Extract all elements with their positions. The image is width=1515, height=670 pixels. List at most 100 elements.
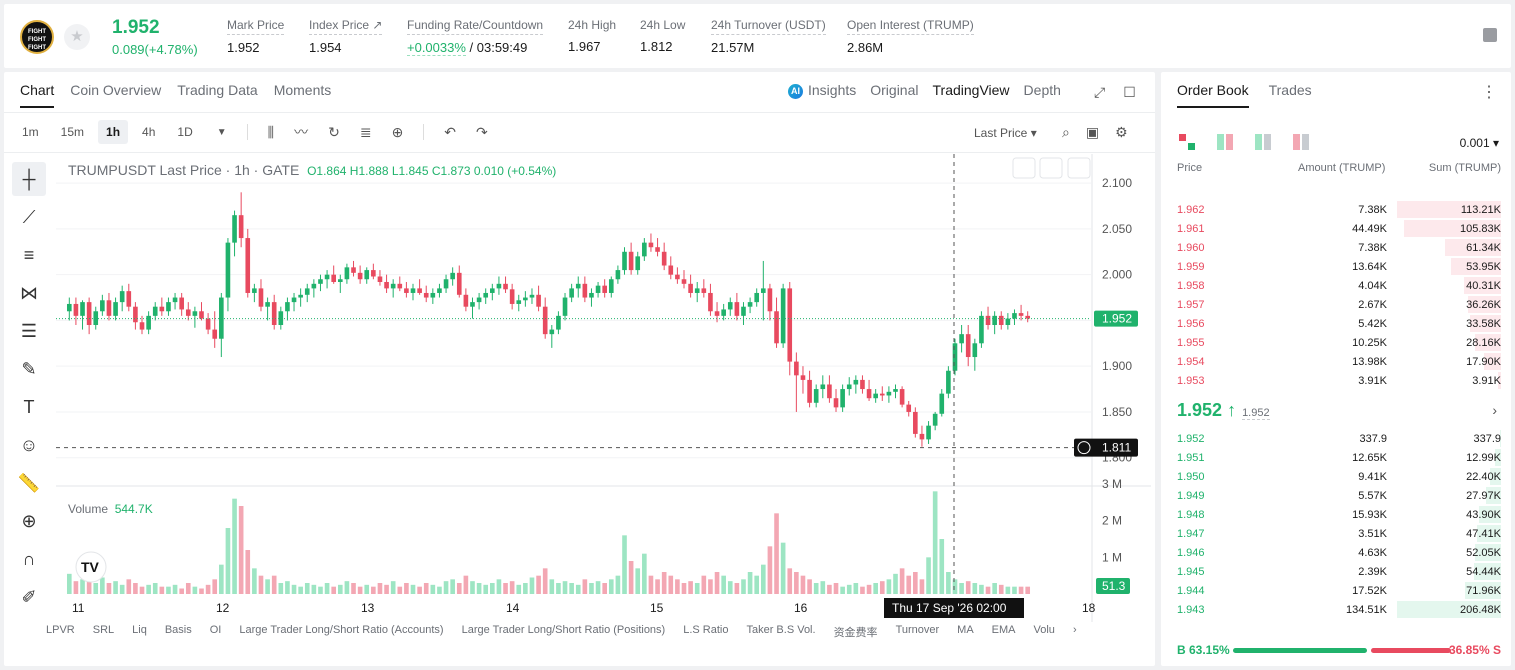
emoji-icon[interactable]: ☺ — [19, 435, 39, 455]
search-icon[interactable]: ⌕ — [1062, 124, 1070, 140]
window-icon[interactable]: ☐ — [1123, 84, 1136, 100]
ruler-icon[interactable]: 📏 — [17, 473, 41, 493]
ask-row[interactable]: 1.955 10.25K 28.16K — [1161, 333, 1511, 352]
chevron-right-icon[interactable]: › — [1492, 402, 1497, 418]
brush-icon[interactable]: ✎ — [21, 359, 37, 379]
pencil-icon[interactable]: ✐ — [21, 587, 37, 607]
camera-icon[interactable]: ▣ — [1085, 124, 1100, 140]
bid-row[interactable]: 1.951 12.65K 12.99K — [1161, 448, 1511, 467]
ask-row[interactable]: 1.954 13.98K 17.90K — [1161, 352, 1511, 371]
bid-row[interactable]: 1.946 4.63K 52.05K — [1161, 543, 1511, 562]
horizontal-lines-icon[interactable]: ≡ — [23, 245, 35, 265]
ind-oi[interactable]: OI — [209, 624, 222, 636]
tf-1h[interactable]: 1h — [98, 120, 129, 144]
precision-select[interactable]: 0.001 ▾ — [1459, 136, 1499, 150]
tf-1m[interactable]: 1m — [22, 125, 39, 139]
redo-icon[interactable]: ↷ — [476, 123, 488, 140]
ind-ema[interactable]: EMA — [991, 624, 1016, 636]
candle-body — [879, 393, 885, 396]
indicators-icon[interactable]: 〰 — [294, 124, 309, 140]
ind-ma[interactable]: MA — [957, 624, 974, 636]
candle-type-icon[interactable]: ⫼ — [267, 123, 275, 140]
zoom-in-icon[interactable]: ⊕ — [21, 511, 37, 531]
template-icon[interactable]: ≣ — [359, 123, 372, 140]
volume-bar — [278, 583, 284, 594]
pattern-icon[interactable]: ⋈ — [20, 283, 38, 303]
depth-bar — [1494, 449, 1501, 466]
ind-taker-vol[interactable]: Taker B.S Vol. — [746, 624, 816, 636]
tab-order-book[interactable]: Order Book — [1177, 82, 1249, 108]
tf-15m[interactable]: 15m — [60, 125, 85, 139]
tf-4h[interactable]: 4h — [142, 125, 156, 139]
tab-insights[interactable]: AI Insights — [788, 82, 856, 99]
bid-row[interactable]: 1.948 15.93K 43.90K — [1161, 505, 1511, 524]
volume-bar — [384, 584, 389, 594]
candle-body — [741, 306, 746, 316]
ind-liq[interactable]: Liq — [132, 624, 147, 636]
volume-bar — [675, 579, 680, 594]
bid-row[interactable]: 1.945 2.39K 54.44K — [1161, 562, 1511, 581]
bid-row[interactable]: 1.950 9.41K 22.40K — [1161, 467, 1511, 486]
ask-row[interactable]: 1.962 7.38K 113.21K — [1161, 200, 1511, 219]
layout-both-icon[interactable] — [1179, 134, 1195, 150]
bid-row[interactable]: 1.943 134.51K 206.48K — [1161, 600, 1511, 619]
tab-chart[interactable]: Chart — [20, 82, 55, 108]
ask-row[interactable]: 1.957 2.67K 36.26K — [1161, 295, 1511, 314]
gear-icon[interactable]: ⚙ — [1115, 124, 1128, 140]
volume-bar — [734, 583, 740, 594]
candle-body — [192, 311, 198, 316]
ask-row[interactable]: 1.958 4.04K 40.31K — [1161, 276, 1511, 295]
ask-row[interactable]: 1.959 13.64K 53.95K — [1161, 257, 1511, 276]
candle-body — [575, 283, 581, 289]
candle-body — [126, 291, 132, 307]
ind-srl[interactable]: SRL — [92, 624, 115, 636]
candle-body — [556, 315, 561, 330]
tab-trades[interactable]: Trades — [1268, 82, 1312, 98]
ask-row[interactable]: 1.953 3.91K 3.91K — [1161, 371, 1511, 390]
tab-tradingview[interactable]: TradingView — [932, 82, 1010, 99]
tab-original[interactable]: Original — [870, 82, 919, 99]
candle-body — [404, 288, 409, 293]
chevron-right-icon[interactable]: › — [1072, 624, 1077, 636]
favorite-star-icon[interactable]: ★ — [64, 24, 90, 50]
magnet-icon[interactable]: ∩ — [22, 549, 36, 569]
bid-row[interactable]: 1.947 3.51K 47.41K — [1161, 524, 1511, 543]
bid-row[interactable]: 1.949 5.57K 27.97K — [1161, 486, 1511, 505]
expand-icon[interactable]: ⤢ — [1094, 84, 1106, 100]
price-type-select[interactable]: Last Price ▾ — [974, 126, 1037, 140]
bid-row[interactable]: 1.944 17.52K 71.96K — [1161, 581, 1511, 600]
book-icon[interactable] — [1483, 28, 1497, 42]
layout-bids-icon[interactable] — [1255, 134, 1271, 150]
trend-line-icon[interactable]: ⟋ — [22, 207, 36, 227]
funding-rate-value[interactable]: +0.0033% — [407, 40, 466, 56]
ask-row[interactable]: 1.961 44.49K 105.83K — [1161, 219, 1511, 238]
tab-coin-overview[interactable]: Coin Overview — [70, 82, 162, 98]
ind-ls-ratio[interactable]: L.S Ratio — [683, 624, 729, 636]
tf-1d[interactable]: 1D — [177, 125, 193, 139]
ind-basis[interactable]: Basis — [164, 624, 192, 636]
ask-row[interactable]: 1.956 5.42K 33.58K — [1161, 314, 1511, 333]
stat-index-price[interactable]: Index Price ↗ 1.954 — [309, 18, 383, 55]
layout-asks-bids-icon[interactable] — [1217, 134, 1233, 150]
more-icon[interactable]: ⋮ — [1481, 84, 1497, 101]
crosshair-icon[interactable]: ┼ — [12, 162, 46, 196]
chevron-down-icon[interactable]: ▼ — [216, 126, 227, 138]
ind-funding[interactable]: 资金费率 — [833, 627, 878, 639]
bid-row[interactable]: 1.952 337.9 337.9 — [1161, 429, 1511, 448]
ind-ls-positions[interactable]: Large Trader Long/Short Ratio (Positions… — [461, 624, 666, 636]
tab-trading-data[interactable]: Trading Data — [177, 82, 258, 98]
undo-icon[interactable]: ↶ — [444, 123, 457, 140]
layout-asks-icon[interactable] — [1293, 134, 1309, 150]
ask-row[interactable]: 1.960 7.38K 61.34K — [1161, 238, 1511, 257]
add-alert-icon[interactable]: ⊕ — [391, 123, 404, 140]
fib-icon[interactable]: ☰ — [20, 321, 38, 341]
ind-lpvr[interactable]: LPVR — [46, 624, 75, 636]
text-icon[interactable]: T — [23, 397, 35, 417]
tab-moments[interactable]: Moments — [273, 82, 332, 98]
replay-icon[interactable]: ↻ — [328, 123, 340, 140]
tab-depth[interactable]: Depth — [1023, 82, 1061, 99]
ind-turnover[interactable]: Turnover — [895, 624, 940, 636]
ind-volume[interactable]: Volu — [1033, 624, 1055, 636]
ind-ls-accounts[interactable]: Large Trader Long/Short Ratio (Accounts) — [239, 624, 444, 636]
